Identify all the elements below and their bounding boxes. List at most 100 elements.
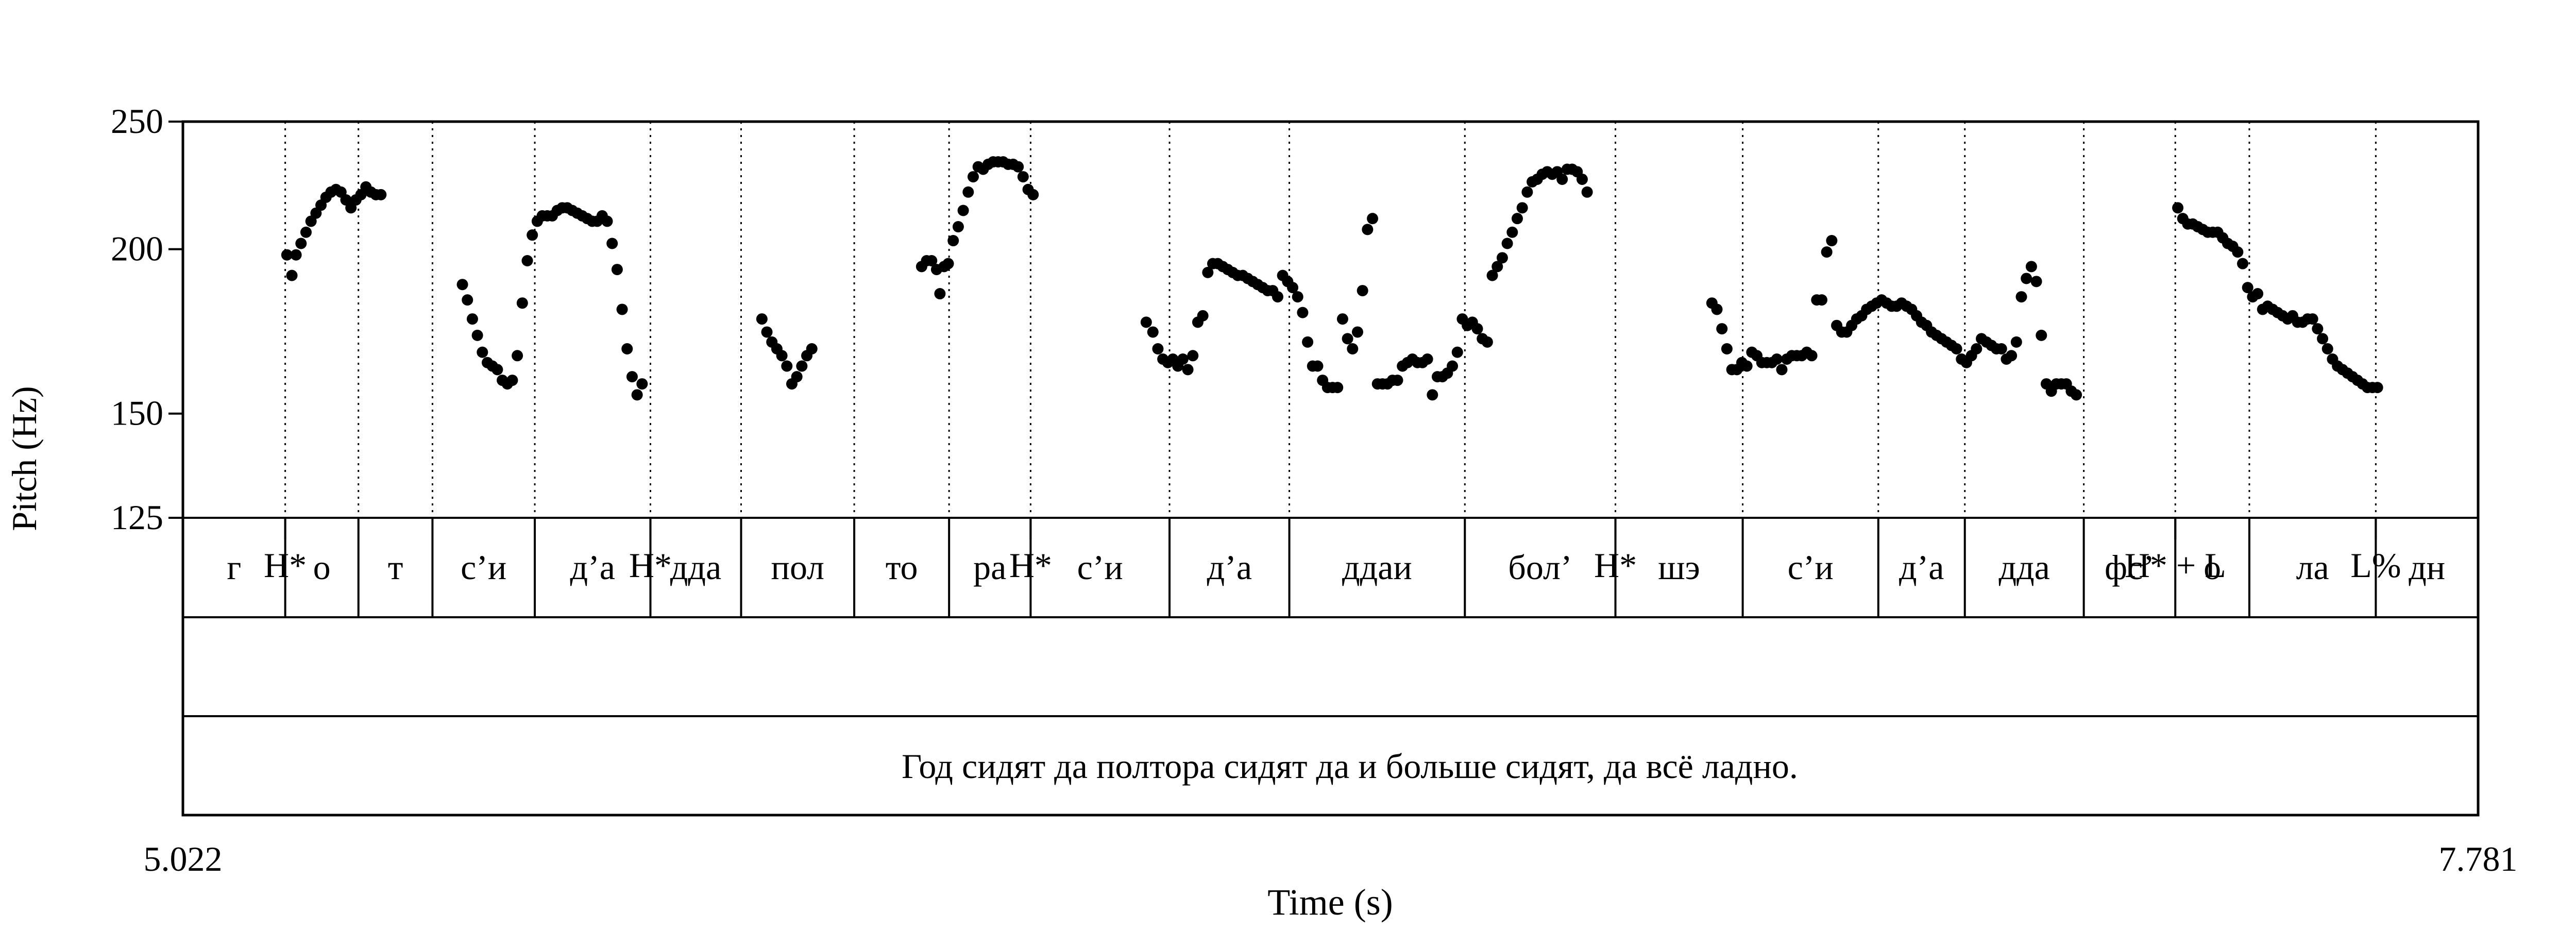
y-tick-label: 150 (111, 394, 163, 433)
pitch-point (1287, 282, 1299, 294)
tone-label: H* (1009, 546, 1052, 585)
pitch-point (636, 378, 648, 390)
pitch-point (1351, 326, 1363, 338)
pitch-point (1027, 189, 1039, 200)
pitch-point (1951, 343, 1962, 354)
pitch-point (1012, 161, 1024, 173)
tone-label: H* + L (2125, 546, 2226, 585)
pitch-point (791, 371, 803, 383)
pitch-point (2172, 202, 2184, 214)
pitch-point (952, 221, 964, 233)
pitch-point (1312, 360, 1324, 372)
pitch-point (462, 294, 473, 306)
syllable-label: фс’ (2105, 548, 2155, 587)
pitch-point (1486, 269, 1498, 281)
syllable-label: пол (771, 548, 824, 587)
pitch-point (2021, 273, 2032, 284)
syllable-label: дда (670, 548, 721, 587)
pitch-point (2006, 350, 2018, 362)
pitch-point (527, 229, 538, 241)
pitch-point (926, 255, 938, 266)
x-axis-label: Time (s) (1267, 882, 1393, 923)
syllable-label: т (388, 548, 403, 587)
syllable-label: г (227, 548, 241, 587)
syllable-label: о (313, 548, 331, 587)
pitch-point (300, 226, 312, 238)
pitch-point (1357, 285, 1368, 297)
pitch-point (516, 297, 528, 309)
pitch-point (1816, 294, 1827, 306)
pitch-point (934, 288, 946, 300)
x-tick-label-end: 7.781 (2439, 839, 2518, 878)
syllable-label: д’а (1899, 548, 1944, 587)
pitch-point (477, 346, 488, 358)
pitch-point (2232, 246, 2244, 258)
pitch-point (1506, 226, 1518, 238)
pitch-point (1576, 173, 1588, 185)
pitch-point (1971, 343, 1982, 354)
pitch-point (781, 360, 793, 372)
pitch-point (626, 371, 638, 383)
pitch-point (1367, 213, 1379, 225)
pitch-point (1147, 326, 1159, 338)
pitch-point (957, 205, 969, 216)
syllable-label: шэ (1658, 548, 1700, 587)
tone-label: H* (629, 546, 672, 585)
pitch-point (962, 186, 974, 198)
pitch-point (2071, 389, 2082, 401)
pitch-point (286, 269, 298, 281)
pitch-point (2025, 261, 2037, 273)
pitch-point (1302, 336, 1314, 348)
pitch-point (616, 303, 628, 315)
y-axis-label: Pitch (Hz) (5, 386, 44, 531)
pitch-point (606, 238, 618, 249)
pitch-point (2321, 343, 2333, 354)
pitch-point (621, 343, 633, 354)
syllable-label: д’а (1207, 548, 1252, 587)
pitch-point (2312, 323, 2324, 335)
pitch-point (2252, 288, 2264, 300)
pitch-point (611, 264, 623, 276)
pitch-point (2030, 276, 2042, 288)
pitch-point (1347, 343, 1359, 354)
syllable-label: о (2204, 548, 2221, 587)
pitch-point (947, 235, 959, 247)
syllable-label: ддаи (1342, 548, 1412, 587)
syllable-label: с’и (1788, 548, 1834, 587)
pitch-point (1496, 252, 1508, 264)
pitch-point (295, 238, 307, 249)
pitch-point (1421, 353, 1433, 365)
sentence-transcription: Год сидят да полтора сидят да и больше с… (902, 747, 1798, 786)
pitch-point (1152, 343, 1164, 354)
pitch-point (1140, 316, 1152, 328)
pitch-point (1741, 360, 1753, 372)
pitch-point (796, 360, 808, 372)
pitch-point (290, 249, 302, 261)
pitch-point (1711, 303, 1723, 315)
pitch-point (1447, 360, 1459, 372)
pitch-point (1806, 350, 1818, 362)
pitch-point (2317, 333, 2329, 345)
pitch-point (1716, 323, 1728, 335)
pitch-point (631, 389, 643, 401)
pitch-point (1017, 171, 1029, 183)
pitch-point (1721, 343, 1733, 354)
pitch-point (2015, 291, 2027, 303)
pitch-point (776, 350, 788, 362)
syllable-label: дда (1998, 548, 2049, 587)
pitch-point (512, 350, 523, 362)
pitch-point (601, 215, 613, 227)
pitch-point (1336, 313, 1348, 325)
pitch-point (1332, 382, 1344, 394)
y-tick-label: 200 (111, 229, 163, 268)
pitch-point (2036, 329, 2047, 341)
pitch-point (471, 329, 483, 341)
pitch-point (1362, 224, 1374, 235)
x-tick-label-start: 5.022 (144, 839, 223, 878)
pitch-point (466, 313, 478, 325)
pitch-point (2371, 382, 2383, 394)
pitch-point (1995, 343, 2007, 354)
pitch-point (1771, 353, 1783, 365)
pitch-point (1202, 266, 1214, 278)
